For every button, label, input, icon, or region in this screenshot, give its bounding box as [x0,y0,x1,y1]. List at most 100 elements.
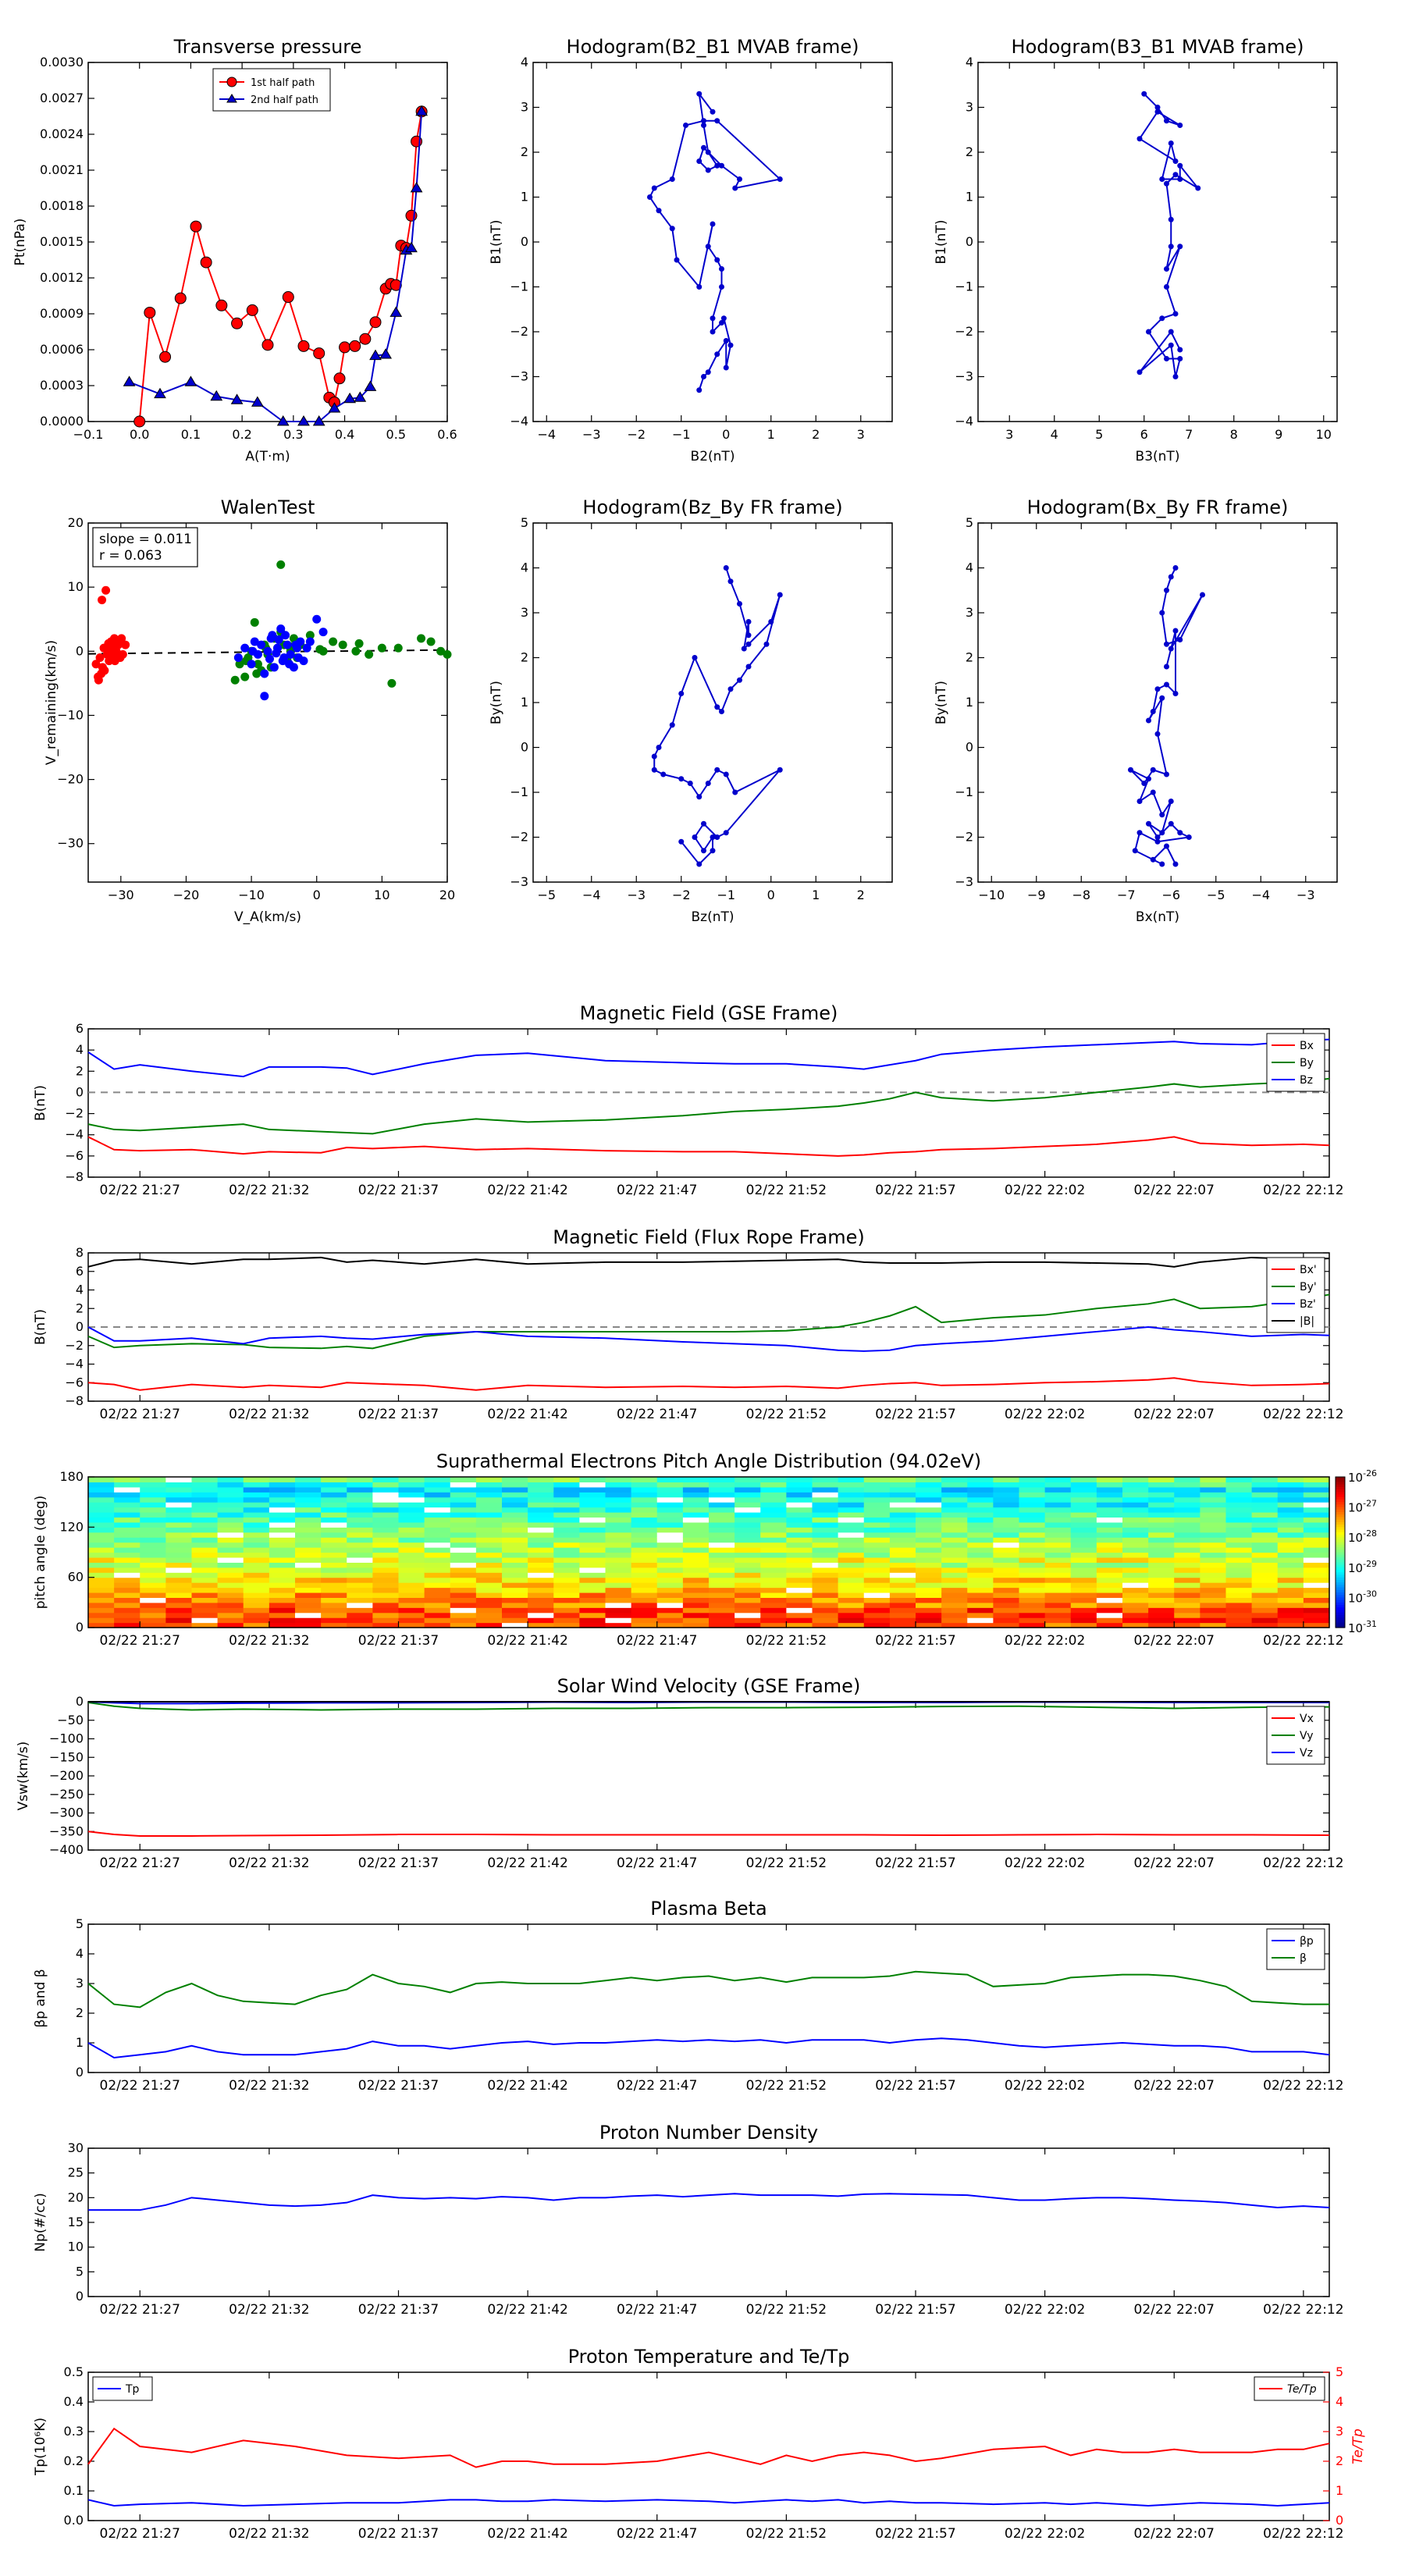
pad-cell [88,1547,115,1553]
np-xtick-label: 02/22 21:27 [100,2302,180,2318]
pad-cell [424,1567,451,1573]
pad-cell [372,1602,400,1608]
bfr-legend-label: Bz' [1300,1298,1316,1311]
pad-cell [1225,1542,1253,1548]
pad-cell [709,1567,735,1573]
pad-colorbar-step [1336,1482,1345,1485]
pad-cell [295,1587,322,1593]
pt-legend-label: 1st half path [251,77,315,89]
walen-point-green [235,660,244,669]
pad-cell [760,1592,787,1598]
pad-cell [863,1547,891,1553]
pad-cell [475,1577,503,1583]
pad-cell [916,1547,942,1553]
pad-cell [475,1562,503,1568]
pad-cell [1096,1532,1123,1538]
pad-cell [243,1521,270,1528]
pt-ytick-label: 0.0000 [40,414,84,429]
pad-colorbar-step [1336,1564,1345,1568]
pad-cell [450,1587,477,1593]
pad-cell [863,1582,891,1589]
pad-cell [656,1607,684,1614]
pt-xtick-label: 0.1 [181,427,201,442]
pad-cell [165,1602,193,1608]
pad-cell [993,1582,1020,1589]
pad-cell [709,1552,735,1558]
pad-cell [579,1486,606,1493]
pad-cell [398,1477,425,1483]
pad-cell [709,1517,735,1523]
bfr-xtick-label: 02/22 21:47 [617,1407,697,1422]
pad-cell [475,1557,503,1563]
pad-cell [165,1521,193,1528]
pad-cell [502,1486,528,1493]
pad-cell [1070,1542,1097,1548]
pad-cell [579,1592,606,1598]
pad-cell [165,1562,193,1568]
bfr-ytick-label: 6 [76,1264,84,1279]
pad-cell [656,1482,684,1488]
pad-cell [321,1507,347,1513]
pad-cell [838,1512,865,1518]
pad-cell [579,1577,606,1583]
pad-cell [786,1557,813,1563]
pad-cell [528,1552,554,1558]
pad-cell [1096,1567,1123,1573]
pad-cell [372,1572,400,1578]
pad-cell [528,1512,554,1518]
pad-cell [1277,1477,1304,1483]
pad-cell [217,1496,244,1503]
pad-cell [656,1577,684,1583]
pad-cell [760,1612,787,1618]
pad-cell [579,1537,606,1543]
pad-cell [838,1592,865,1598]
pad-cell [1174,1582,1200,1589]
pad-cell [528,1592,554,1598]
hodo1-title: Hodogram(B2_B1 MVAB frame) [567,36,859,58]
pad-cell [502,1552,528,1558]
pad-cell [1277,1507,1304,1513]
pad-cell [243,1607,270,1614]
hodo3-ytick-label: −1 [510,785,528,799]
pad-cell [372,1617,400,1624]
pad-cell [398,1517,425,1523]
pad-cell [1122,1537,1149,1543]
pad-cell [656,1517,684,1523]
pad-cell [347,1542,373,1548]
pad-cell [941,1607,968,1614]
pad-cell [916,1532,942,1538]
pad-cell [889,1542,916,1548]
pad-cell [140,1532,166,1538]
pad-cell [838,1577,865,1583]
pad-cell [269,1486,296,1493]
pad-cell [140,1567,166,1573]
pad-cell [1277,1547,1304,1553]
pad-cell [863,1507,891,1513]
pad-cell [269,1562,296,1568]
vsw-ytick-label: −200 [49,1768,84,1783]
pad-cell [295,1527,322,1533]
pad-cell [114,1542,140,1548]
pad-cell [631,1537,658,1543]
hodo1-point [719,284,724,290]
pad-cell [88,1567,115,1573]
hodo3-point [710,834,716,840]
tp-ytick-label: 0.0 [64,2513,84,2528]
bfr-xtick-label: 02/22 22:12 [1263,1407,1343,1422]
hodo1-point [683,123,688,128]
pad-cell [1019,1517,1046,1523]
pad-cell [165,1607,193,1614]
pad-cell [475,1542,503,1548]
hodo4-point [1159,812,1165,818]
pad-cell [1096,1512,1123,1518]
pad-cell [1044,1622,1072,1628]
pad-colorbar-step [1336,1514,1345,1518]
pad-cell [88,1622,115,1628]
pad-cell [889,1622,916,1628]
pad-cell [812,1582,839,1589]
pad-cell [1174,1552,1200,1558]
pad-cell [553,1542,580,1548]
bfr-xtick-label: 02/22 21:37 [358,1407,439,1422]
tp-xtick-label: 02/22 22:02 [1005,2526,1085,2542]
pad-cell [502,1577,528,1583]
